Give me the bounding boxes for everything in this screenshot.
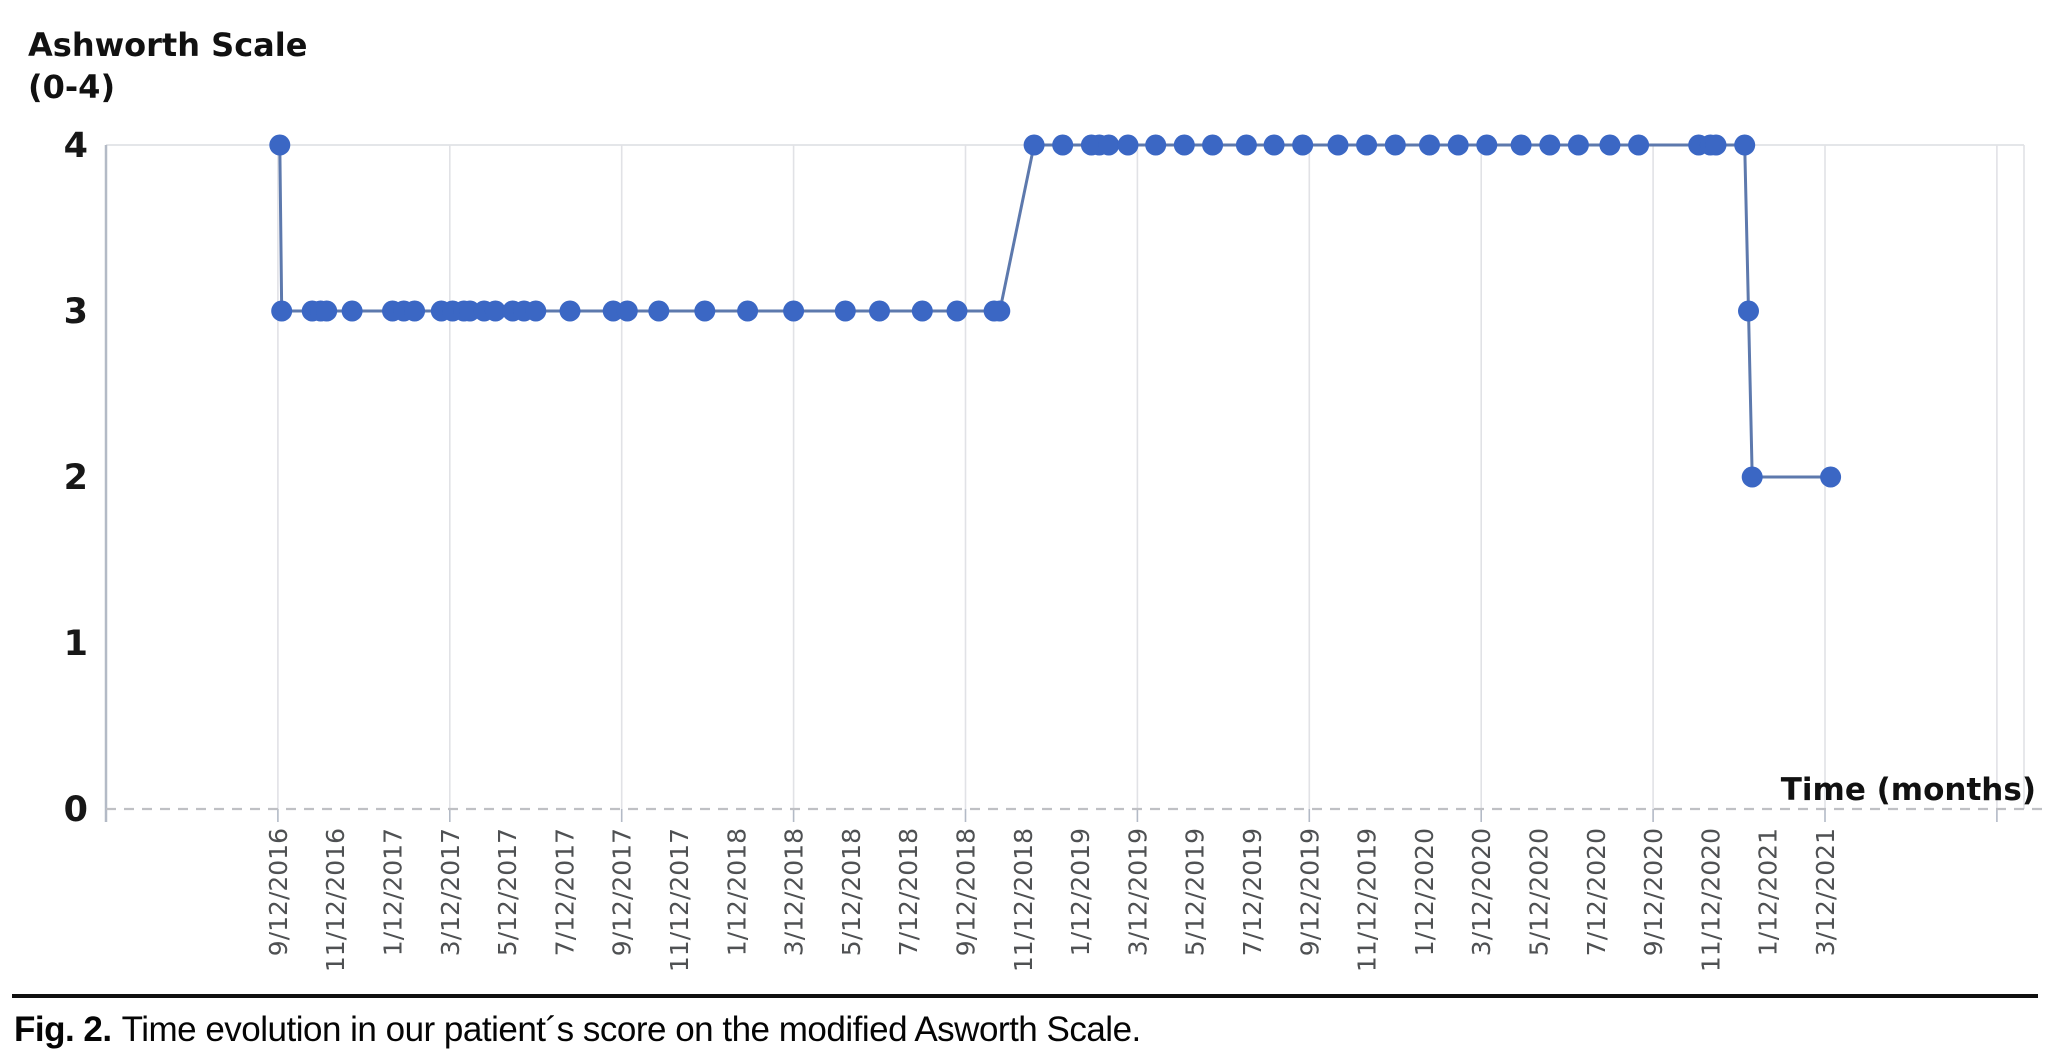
data-point	[694, 300, 716, 322]
data-point	[911, 300, 933, 322]
data-point	[1327, 134, 1349, 156]
x-tick-label: 11/12/2016	[321, 828, 350, 972]
y-tick-label: 0	[64, 790, 88, 830]
data-point	[834, 300, 856, 322]
x-tick-label: 11/12/2018	[1009, 828, 1038, 972]
x-tick-label: 9/12/2020	[1639, 828, 1668, 956]
data-point	[1539, 134, 1561, 156]
y-tick-label: 3	[64, 292, 88, 332]
y-axis-title-line2: (0-4)	[28, 68, 115, 106]
data-point	[869, 300, 890, 322]
data-point	[1263, 134, 1285, 156]
caption-rule	[12, 994, 2038, 998]
data-point	[1476, 134, 1498, 156]
data-point	[1705, 134, 1727, 156]
x-tick-label: 3/12/2017	[436, 828, 465, 956]
data-point	[737, 300, 759, 322]
data-point	[1052, 134, 1074, 156]
data-point	[404, 300, 426, 322]
data-point	[648, 300, 670, 322]
data-point	[1628, 134, 1650, 156]
data-point	[341, 300, 363, 322]
x-tick-label: 1/12/2017	[379, 828, 408, 956]
data-point	[1173, 134, 1195, 156]
data-point	[525, 300, 547, 322]
x-tick-label: 3/12/2021	[1811, 828, 1840, 956]
x-tick-label: 1/12/2020	[1410, 828, 1439, 956]
figure-caption-label: Fig. 2.	[14, 1010, 112, 1049]
ashworth-scale-chart: Ashworth Scale (0-4) 4 3 2 1 0 9/12/2016 11/1…	[28, 26, 2042, 972]
data-point	[1356, 134, 1378, 156]
data-point	[1741, 466, 1763, 488]
x-tick-label: 11/12/2019	[1353, 828, 1382, 972]
x-tick-label: 9/12/2019	[1295, 828, 1324, 956]
data-point	[1384, 134, 1406, 156]
data-point	[1734, 134, 1756, 156]
y-tick-label: 4	[64, 126, 88, 166]
x-tick-label: 3/12/2019	[1123, 828, 1152, 956]
data-point	[484, 300, 506, 322]
gridlines	[106, 144, 2025, 809]
x-tick-label: 7/12/2019	[1238, 828, 1267, 956]
x-tick-label: 7/12/2020	[1582, 828, 1611, 956]
data-point	[1599, 134, 1621, 156]
data-point	[1510, 134, 1532, 156]
data-point	[1419, 134, 1440, 156]
x-tick-label: 3/12/2018	[780, 828, 809, 956]
y-tick-label: 2	[64, 458, 88, 498]
x-tick-label: 5/12/2018	[837, 828, 866, 956]
data-point	[316, 300, 338, 322]
data-point	[946, 300, 968, 322]
data-point	[559, 300, 581, 322]
data-point	[1117, 134, 1139, 156]
x-tick-label: 11/12/2017	[665, 828, 694, 972]
data-series	[269, 134, 1842, 488]
y-tick-label: 1	[64, 624, 88, 664]
data-point	[1098, 134, 1120, 156]
data-point	[616, 300, 638, 322]
data-point	[1567, 134, 1589, 156]
x-tick-label: 9/12/2017	[608, 828, 637, 956]
data-point	[271, 300, 293, 322]
data-point	[1202, 134, 1224, 156]
x-tick-label: 7/12/2017	[550, 828, 579, 956]
figure-caption-text: Time evolution in our patient´s score on…	[121, 1010, 1142, 1049]
x-tick-label: 1/12/2018	[722, 828, 751, 956]
x-tick-label: 9/12/2018	[952, 828, 981, 956]
data-point	[1023, 134, 1045, 156]
x-tick-label: 1/12/2019	[1066, 828, 1095, 956]
data-point	[1738, 300, 1759, 322]
data-point	[269, 134, 291, 156]
data-point	[1447, 134, 1469, 156]
x-tick-label: 3/12/2020	[1467, 828, 1496, 956]
y-axis-title-line1: Ashworth Scale	[28, 26, 307, 64]
data-point	[1235, 134, 1257, 156]
figure-caption: Fig. 2. Time evolution in our patient´s s…	[14, 1010, 2034, 1050]
x-axis-title: Time (months)	[1781, 772, 2036, 808]
x-tick-label: 11/12/2020	[1696, 828, 1725, 972]
x-tick-label: 1/12/2021	[1754, 828, 1783, 956]
data-point	[783, 300, 805, 322]
data-point	[1292, 134, 1314, 156]
x-tick-label: 5/12/2017	[493, 828, 522, 956]
x-axis-tick-labels: 9/12/2016 11/12/2016 1/12/2017 3/12/2017 5/1…	[264, 828, 1840, 972]
data-point	[1145, 134, 1167, 156]
data-point	[989, 300, 1011, 322]
axes	[104, 145, 2042, 822]
y-axis-tick-labels: 4 3 2 1 0	[64, 126, 88, 830]
x-tick-label: 5/12/2019	[1181, 828, 1210, 956]
x-tick-label: 5/12/2020	[1525, 828, 1554, 956]
x-tick-label: 9/12/2016	[264, 828, 293, 956]
x-tick-label: 7/12/2018	[894, 828, 923, 956]
data-point	[1820, 466, 1842, 488]
